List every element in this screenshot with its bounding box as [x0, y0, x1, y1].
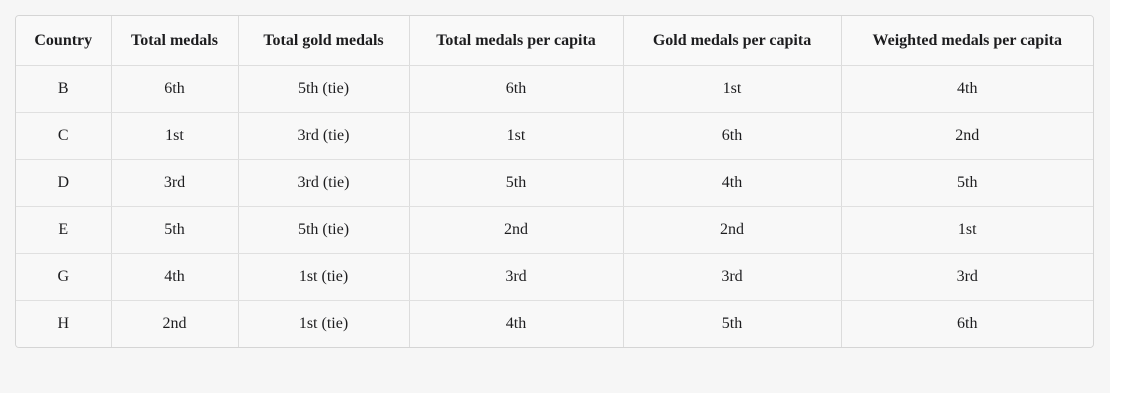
column-header-gold-medals-per-capita: Gold medals per capita: [623, 16, 842, 66]
rank-cell: 3rd: [111, 159, 239, 207]
rank-cell: 2nd: [841, 112, 1093, 160]
column-header-country: Country: [16, 16, 112, 66]
column-header-total-medals: Total medals: [111, 16, 239, 66]
rank-cell: 4th: [111, 253, 239, 301]
rank-cell: 5th (tie): [238, 65, 410, 113]
rank-cell: 6th: [111, 65, 239, 113]
rank-cell: 3rd (tie): [238, 159, 410, 207]
medal-rankings-table-container: Country Total medals Total gold medals Tota…: [15, 15, 1094, 348]
rank-cell: 5th (tie): [238, 206, 410, 254]
table-row: G 4th 1st (tie) 3rd 3rd 3rd: [16, 253, 1093, 301]
rank-cell: 3rd: [623, 253, 842, 301]
rank-cell: 4th: [841, 65, 1093, 113]
rank-cell: 6th: [409, 65, 624, 113]
table-row: C 1st 3rd (tie) 1st 6th 2nd: [16, 112, 1093, 160]
rank-cell: 2nd: [623, 206, 842, 254]
column-header-total-gold-medals: Total gold medals: [238, 16, 410, 66]
country-cell: B: [16, 65, 112, 113]
content-pane: Country Total medals Total gold medals Tota…: [15, 15, 1094, 348]
rank-cell: 1st (tie): [238, 253, 410, 301]
rank-cell: 5th: [409, 159, 624, 207]
table-head: Country Total medals Total gold medals Tota…: [16, 16, 1093, 66]
medal-rankings-table: Country Total medals Total gold medals Tota…: [16, 16, 1093, 347]
table-body: B 6th 5th (tie) 6th 1st 4th C 1st 3rd (tie) 1st 6t…: [16, 65, 1093, 347]
rank-cell: 3rd (tie): [238, 112, 410, 160]
rank-cell: 5th: [111, 206, 239, 254]
rank-cell: 1st: [623, 65, 842, 113]
country-cell: E: [16, 206, 112, 254]
rank-cell: 3rd: [409, 253, 624, 301]
rank-cell: 5th: [841, 159, 1093, 207]
rank-cell: 6th: [841, 300, 1093, 347]
rank-cell: 1st: [111, 112, 239, 160]
rank-cell: 5th: [623, 300, 842, 347]
table-row: B 6th 5th (tie) 6th 1st 4th: [16, 65, 1093, 113]
table-row: H 2nd 1st (tie) 4th 5th 6th: [16, 300, 1093, 347]
header-row: Country Total medals Total gold medals Tota…: [16, 16, 1093, 66]
country-cell: D: [16, 159, 112, 207]
country-cell: G: [16, 253, 112, 301]
rank-cell: 1st (tie): [238, 300, 410, 347]
country-cell: C: [16, 112, 112, 160]
country-cell: H: [16, 300, 112, 347]
column-header-total-medals-per-capita: Total medals per capita: [409, 16, 624, 66]
rank-cell: 4th: [409, 300, 624, 347]
table-row: E 5th 5th (tie) 2nd 2nd 1st: [16, 206, 1093, 254]
rank-cell: 6th: [623, 112, 842, 160]
rank-cell: 1st: [409, 112, 624, 160]
rank-cell: 4th: [623, 159, 842, 207]
column-header-weighted-medals-per-capita: Weighted medals per capita: [841, 16, 1093, 66]
rank-cell: 3rd: [841, 253, 1093, 301]
table-row: D 3rd 3rd (tie) 5th 4th 5th: [16, 159, 1093, 207]
rank-cell: 2nd: [111, 300, 239, 347]
rank-cell: 2nd: [409, 206, 624, 254]
rank-cell: 1st: [841, 206, 1093, 254]
